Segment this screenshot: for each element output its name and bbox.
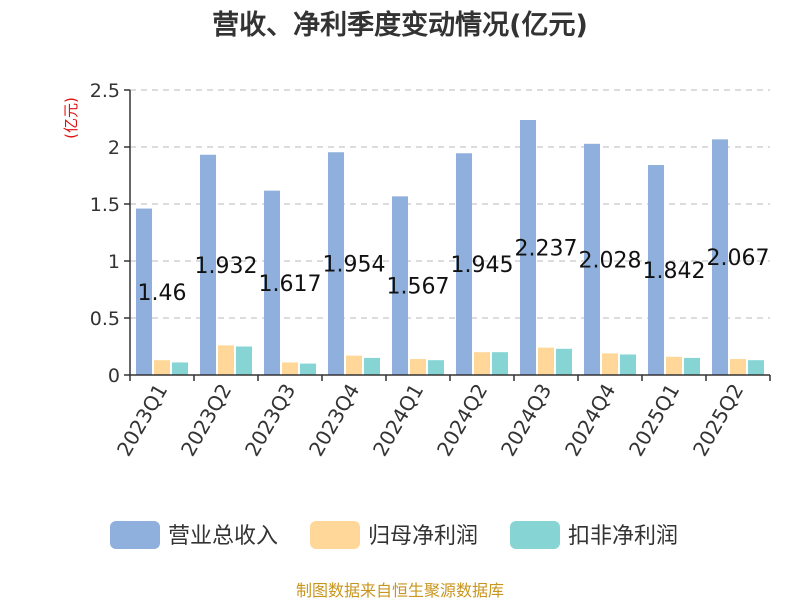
bar-1[interactable]	[328, 152, 344, 375]
bar-2[interactable]	[218, 345, 234, 375]
y-tick-label: 2.5	[90, 80, 120, 102]
bar-3[interactable]	[300, 363, 316, 375]
bar-3[interactable]	[236, 346, 252, 376]
bar-3[interactable]	[428, 360, 444, 375]
bar-2[interactable]	[282, 362, 298, 375]
y-tick-label: 2	[108, 137, 120, 159]
legend-item-3[interactable]: 扣非净利润	[510, 521, 678, 549]
bar-1[interactable]	[136, 208, 152, 375]
x-tick-label: 2024Q2	[432, 380, 492, 461]
bar-3[interactable]	[748, 360, 764, 375]
legend-swatch	[310, 521, 360, 549]
data-label: 1.842	[643, 259, 706, 284]
y-axis-unit: (亿元)	[62, 97, 80, 139]
bar-3[interactable]	[620, 354, 636, 375]
bar-1[interactable]	[648, 165, 664, 375]
bar-2[interactable]	[154, 360, 170, 375]
bar-1[interactable]	[264, 190, 280, 375]
x-tick-label: 2025Q2	[688, 380, 748, 461]
legend-item-1[interactable]: 营业总收入	[110, 521, 278, 549]
y-tick-label: 0	[108, 365, 120, 387]
y-tick-label: 1	[108, 251, 120, 273]
legend-label: 扣非净利润	[568, 524, 678, 549]
data-label: 1.46	[138, 281, 187, 306]
legend-swatch	[110, 521, 160, 549]
legend-swatch	[510, 521, 560, 549]
source-note: 制图数据来自恒生聚源数据库	[296, 581, 504, 600]
x-tick-label: 2024Q4	[560, 380, 620, 461]
x-tick-label: 2023Q1	[112, 380, 172, 461]
bar-1[interactable]	[456, 153, 472, 375]
bar-1[interactable]	[392, 196, 408, 375]
y-tick-label: 1.5	[90, 194, 120, 216]
x-tick-label: 2024Q3	[496, 380, 556, 461]
bars	[136, 119, 764, 376]
legend[interactable]: 营业总收入 归母净利润 扣非净利润	[110, 521, 678, 549]
chart-title: 营收、净利季度变动情况(亿元)	[212, 9, 588, 41]
legend-item-2[interactable]: 归母净利润	[310, 521, 478, 549]
y-tick-label: 0.5	[90, 308, 120, 330]
bar-2[interactable]	[346, 355, 362, 375]
bar-3[interactable]	[172, 362, 188, 375]
data-label: 1.932	[195, 254, 258, 279]
bar-3[interactable]	[684, 357, 700, 375]
bar-1[interactable]	[520, 119, 536, 376]
data-label: 2.237	[515, 236, 578, 261]
bar-2[interactable]	[538, 347, 554, 375]
data-label: 1.945	[451, 253, 514, 278]
bar-2[interactable]	[730, 359, 746, 375]
data-label: 2.028	[579, 248, 642, 273]
x-tick-label: 2023Q2	[176, 380, 236, 461]
bar-1[interactable]	[712, 139, 728, 375]
legend-label: 营业总收入	[168, 524, 278, 549]
x-tick-label: 2023Q3	[240, 380, 300, 461]
x-tick-label: 2023Q4	[304, 380, 364, 461]
data-label: 1.954	[323, 253, 386, 278]
data-label: 1.567	[387, 275, 450, 300]
bar-3[interactable]	[492, 352, 508, 375]
x-tick-label: 2024Q1	[368, 380, 428, 461]
x-tick-label: 2025Q1	[624, 380, 684, 461]
bar-1[interactable]	[584, 143, 600, 375]
data-label: 1.617	[259, 272, 322, 297]
data-label: 2.067	[707, 246, 770, 271]
bar-3[interactable]	[556, 348, 572, 375]
legend-label: 归母净利润	[368, 524, 478, 549]
bar-2[interactable]	[474, 352, 490, 375]
bar-3[interactable]	[364, 357, 380, 375]
bar-2[interactable]	[666, 356, 682, 375]
bar-1[interactable]	[200, 154, 216, 375]
bar-2[interactable]	[602, 353, 618, 375]
bar-2[interactable]	[410, 359, 426, 375]
